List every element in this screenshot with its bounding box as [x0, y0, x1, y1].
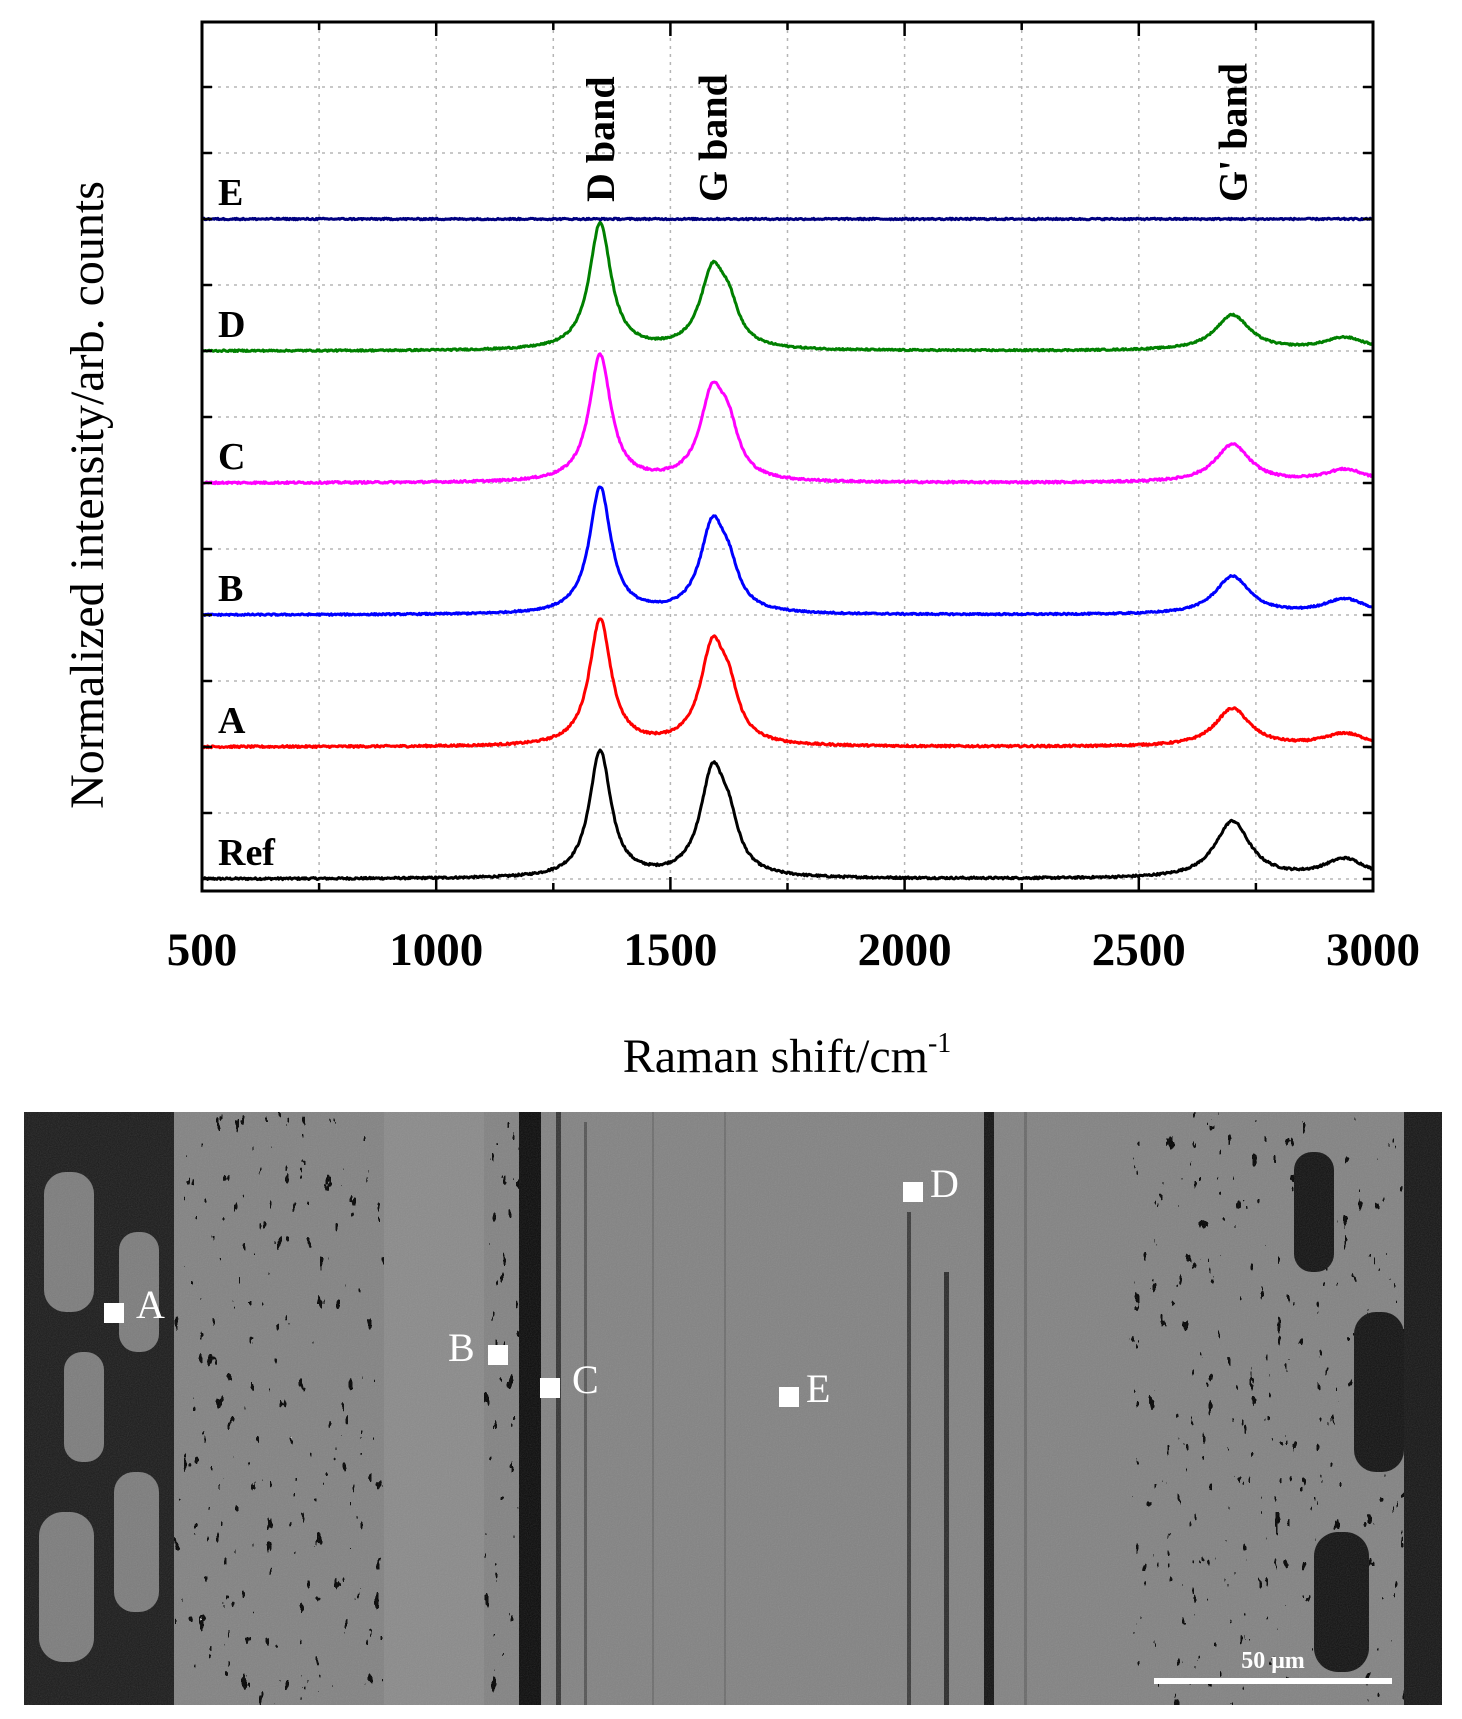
scale-bar-line — [1154, 1678, 1392, 1684]
x-axis-title-sup: -1 — [928, 1028, 951, 1059]
x-tick-label: 1000 — [389, 924, 483, 976]
series-label-c: C — [218, 436, 245, 478]
series-label-a: A — [218, 700, 246, 742]
scale-bar-label: 50 μm — [1241, 1648, 1305, 1674]
series-line-ref — [201, 748, 1375, 882]
raman-spectra-chart: 500 1000 1500 2000 2500 3000 Ref A B C D E D band G… — [61, 20, 1420, 1083]
scale-bar: 50 μm — [1154, 1648, 1392, 1684]
x-axis-title: Raman shift/cm-1 — [623, 1028, 952, 1083]
grid-lines — [202, 22, 1373, 891]
micrograph-markers: A B C D E — [104, 1161, 959, 1411]
micrograph-texture — [24, 1112, 1442, 1705]
series-lines — [200, 216, 1375, 882]
marker-square-a — [104, 1303, 124, 1323]
marker-label-b: B — [448, 1325, 475, 1370]
marker-label-e: E — [806, 1366, 830, 1411]
y-axis-title: Normalized intensity/arb. counts — [61, 181, 114, 809]
marker-square-c — [540, 1378, 560, 1398]
series-label-b: B — [218, 568, 243, 610]
x-axis-title-main: Raman shift/cm — [623, 1030, 928, 1083]
sem-micrograph: A B C D E 50 μm — [24, 1112, 1442, 1705]
band-label: D band — [578, 76, 623, 202]
series-line-b — [200, 485, 1374, 617]
x-tick-label: 2500 — [1092, 924, 1186, 976]
marker-square-e — [779, 1387, 799, 1407]
marker-square-b — [488, 1345, 508, 1365]
band-label: G band — [691, 74, 736, 202]
series-label-d: D — [218, 304, 245, 346]
x-tick-labels: 500 1000 1500 2000 2500 3000 — [167, 924, 1420, 976]
series-line-a — [200, 617, 1375, 750]
band-labels: D band G band G' band — [578, 63, 1255, 202]
marker-square-d — [903, 1182, 923, 1202]
series-line-d — [201, 220, 1374, 353]
series-labels: Ref A B C D E — [218, 172, 276, 874]
series-label-e: E — [218, 172, 243, 214]
marker-label-c: C — [572, 1357, 599, 1402]
marker-label-d: D — [930, 1161, 959, 1206]
marker-label-a: A — [136, 1282, 165, 1327]
x-tick-label: 1500 — [623, 924, 717, 976]
x-tick-label: 500 — [167, 924, 238, 976]
series-label-ref: Ref — [218, 832, 276, 874]
x-tick-label: 3000 — [1326, 924, 1420, 976]
x-tick-label: 2000 — [858, 924, 952, 976]
band-label: G' band — [1210, 63, 1255, 202]
series-line-c — [201, 352, 1375, 486]
axis-ticks — [200, 22, 1375, 891]
series-line-e — [201, 216, 1374, 222]
